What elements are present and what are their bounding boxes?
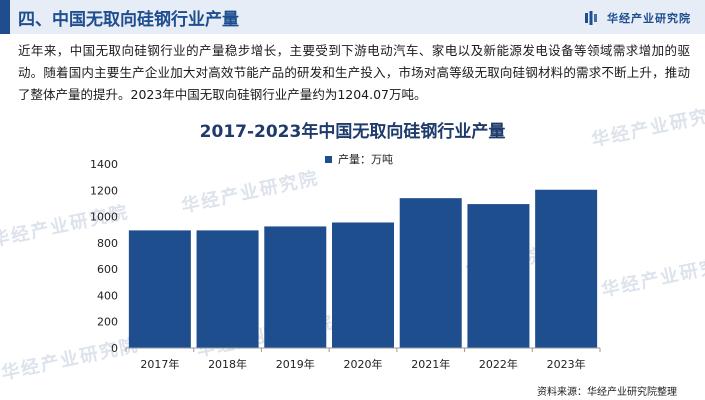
bar <box>399 198 462 348</box>
y-tick-label: 0 <box>111 342 118 355</box>
bar <box>467 204 530 348</box>
brand: 华经产业研究院 <box>585 10 691 26</box>
x-tick-label: 2023年 <box>547 357 586 371</box>
x-tick-label: 2021年 <box>411 357 450 371</box>
bar <box>332 222 394 348</box>
y-tick-label: 200 <box>97 316 118 329</box>
x-tick-label: 2022年 <box>479 357 518 371</box>
source-note: 资料来源：华经产业研究院整理 <box>537 387 677 398</box>
bar <box>128 230 191 348</box>
chart-title: 2017-2023年中国无取向硅钢行业产量 <box>199 122 506 142</box>
intro-paragraph: 近年来，中国无取向硅钢行业的产量稳步增长，主要受到下游电动汽车、家电以及新能源发… <box>18 43 690 102</box>
bar <box>264 226 327 348</box>
bar <box>196 230 259 348</box>
y-tick-label: 800 <box>97 237 118 250</box>
y-tick-label: 1000 <box>90 211 118 224</box>
x-tick-label: 2020年 <box>344 357 383 371</box>
header-accent-bar <box>0 0 10 34</box>
brand-name: 华经产业研究院 <box>607 12 691 25</box>
y-tick-label: 400 <box>97 289 118 302</box>
legend-label: 产量：万吨 <box>338 153 393 166</box>
x-tick-label: 2018年 <box>208 357 247 371</box>
y-tick-label: 1200 <box>90 184 118 197</box>
chart-legend: 产量：万吨 <box>325 151 393 167</box>
legend-swatch <box>325 155 332 163</box>
section-header: 四、中国无取向硅钢行业产量 华经产业研究院 <box>0 0 705 34</box>
bar <box>535 189 598 348</box>
section-title: 四、中国无取向硅钢行业产量 <box>18 10 239 30</box>
x-tick-label: 2017年 <box>140 357 179 371</box>
y-tick-label: 1400 <box>90 158 118 171</box>
brand-logo-icon <box>585 11 597 25</box>
y-tick-label: 600 <box>97 263 118 276</box>
x-tick-label: 2019年 <box>276 357 315 371</box>
